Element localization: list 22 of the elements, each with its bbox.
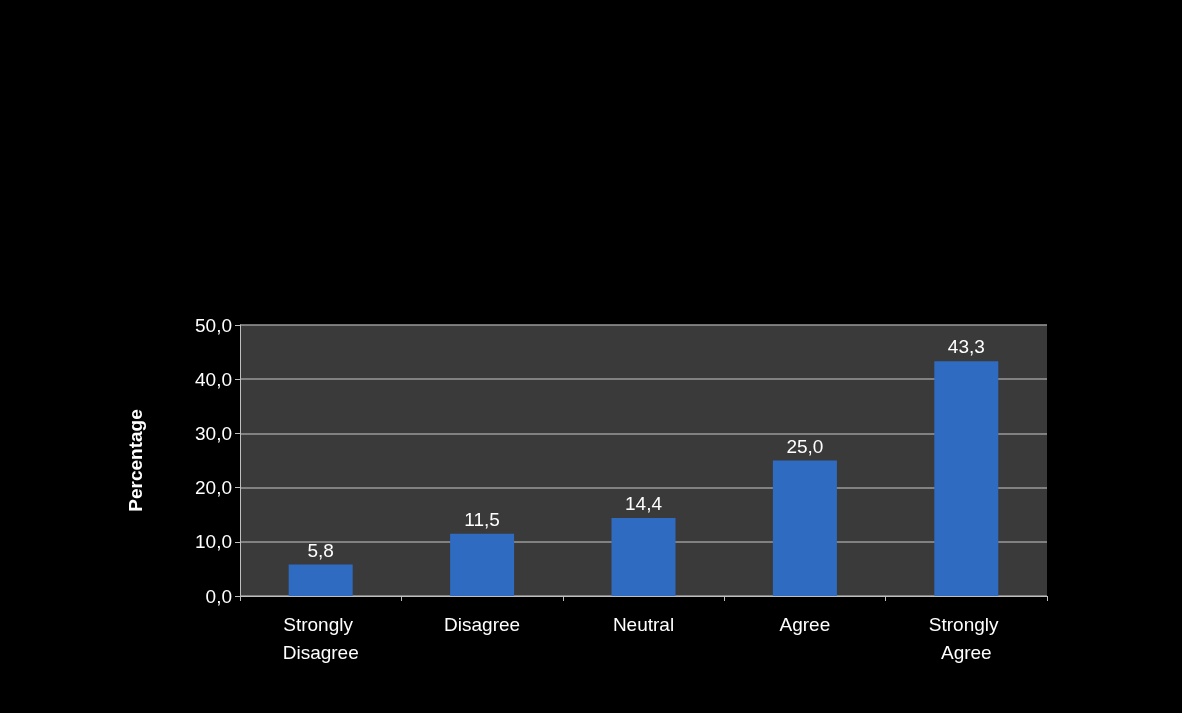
- bar: [288, 564, 353, 596]
- y-tick-label: 50,0: [195, 314, 232, 336]
- data-label: 14,4: [625, 492, 663, 514]
- y-axis-title: Percentage: [125, 409, 146, 512]
- y-tick-label: 40,0: [195, 368, 232, 390]
- data-label: 43,3: [947, 336, 985, 358]
- x-tick-label: Neutral: [612, 613, 675, 635]
- bar: [611, 517, 676, 596]
- bar: [772, 460, 837, 596]
- y-tick-label: 10,0: [195, 531, 232, 553]
- data-label: 5,8: [307, 539, 334, 561]
- y-tick-label: 30,0: [195, 422, 232, 444]
- x-tick-label: Agree: [779, 613, 831, 635]
- data-label: 25,0: [786, 435, 824, 457]
- bar: [450, 533, 515, 596]
- data-label: 11,5: [464, 508, 500, 530]
- x-tick-label: Strongly Agree: [928, 613, 1004, 663]
- x-tick-label: Disagree: [444, 613, 521, 635]
- y-tick-label: 0,0: [205, 585, 232, 607]
- bar: [934, 361, 999, 596]
- x-tick-label: Strongly Disagree: [282, 613, 359, 663]
- y-tick-label: 20,0: [195, 477, 232, 499]
